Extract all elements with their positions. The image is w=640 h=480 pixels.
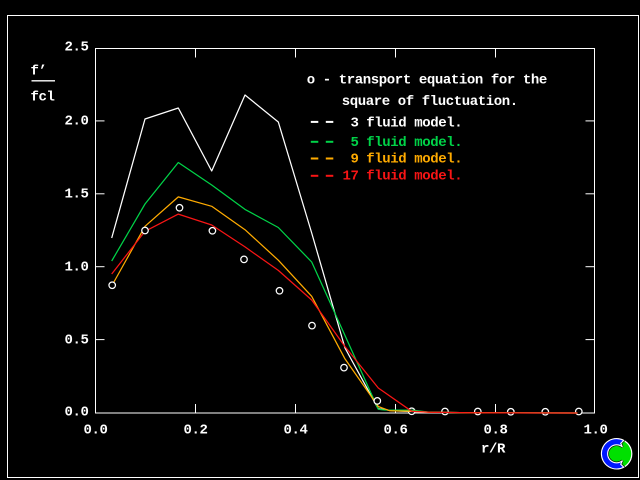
svg-text:1.0: 1.0: [64, 260, 88, 276]
svg-text:fluid model.: fluid model.: [366, 116, 462, 132]
svg-text:2.0: 2.0: [64, 114, 88, 130]
svg-text:1.5: 1.5: [64, 187, 88, 203]
svg-text:0.2: 0.2: [183, 423, 207, 439]
svg-text:0.8: 0.8: [483, 423, 507, 439]
svg-text:0.6: 0.6: [383, 423, 407, 439]
svg-text:1.0: 1.0: [583, 423, 607, 439]
svg-text:fcl: fcl: [31, 90, 55, 106]
svg-text:fluid model.: fluid model.: [366, 169, 462, 185]
svg-text:0.0: 0.0: [64, 405, 88, 421]
svg-text:fluid model.: fluid model.: [366, 135, 462, 151]
svg-text:r/R: r/R: [481, 442, 506, 458]
svg-text:fluid model.: fluid model.: [366, 152, 462, 168]
svg-text:0.0: 0.0: [83, 423, 107, 439]
svg-text:2.5: 2.5: [64, 40, 88, 56]
svg-text:f’: f’: [31, 64, 47, 80]
svg-text:o - transport equation for the: o - transport equation for the: [307, 73, 547, 89]
svg-text:square of fluctuation.: square of fluctuation.: [342, 94, 518, 110]
svg-text:0.4: 0.4: [283, 423, 307, 439]
svg-text:9: 9: [350, 152, 358, 168]
svg-text:3: 3: [350, 116, 358, 132]
svg-text:17: 17: [342, 169, 358, 185]
svg-text:5: 5: [350, 135, 358, 151]
svg-text:0.5: 0.5: [64, 333, 88, 349]
